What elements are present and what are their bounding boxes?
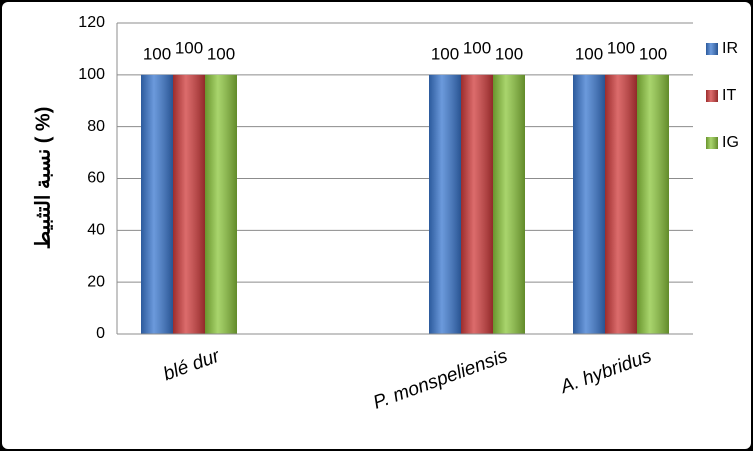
value-label: 100 <box>495 44 523 63</box>
legend-label: IR <box>722 40 738 57</box>
value-label: 100 <box>575 44 603 63</box>
y-tick-label: 40 <box>87 222 105 239</box>
legend-swatch-shine <box>706 90 718 102</box>
y-tick-label: 60 <box>87 170 105 187</box>
value-label: 100 <box>431 44 459 63</box>
y-tick-label: 120 <box>78 14 105 31</box>
legend-swatch-shine <box>706 43 718 55</box>
bar-shine <box>173 74 205 334</box>
bar-shine <box>573 74 605 334</box>
value-label: 100 <box>463 38 491 57</box>
value-label: 100 <box>143 44 171 63</box>
bar-shine <box>429 74 461 334</box>
bar-shine <box>461 74 493 334</box>
y-axis-label: نسبة التثبيط ( %) <box>32 107 54 250</box>
bar-shine <box>141 74 173 334</box>
bar-shine <box>493 74 525 334</box>
value-label: 100 <box>607 38 635 57</box>
bar-shine <box>637 74 669 334</box>
value-label: 100 <box>175 38 203 57</box>
legend-label: IG <box>722 134 739 151</box>
y-tick-label: 100 <box>78 66 105 83</box>
y-tick-label: 80 <box>87 118 105 135</box>
bar-shine <box>205 74 237 334</box>
y-tick-label: 0 <box>96 325 105 342</box>
bar-shine <box>605 74 637 334</box>
value-label: 100 <box>639 44 667 63</box>
legend-swatch-shine <box>706 137 718 149</box>
legend-label: IT <box>722 87 736 104</box>
y-tick-label: 20 <box>87 273 105 290</box>
value-label: 100 <box>207 44 235 63</box>
